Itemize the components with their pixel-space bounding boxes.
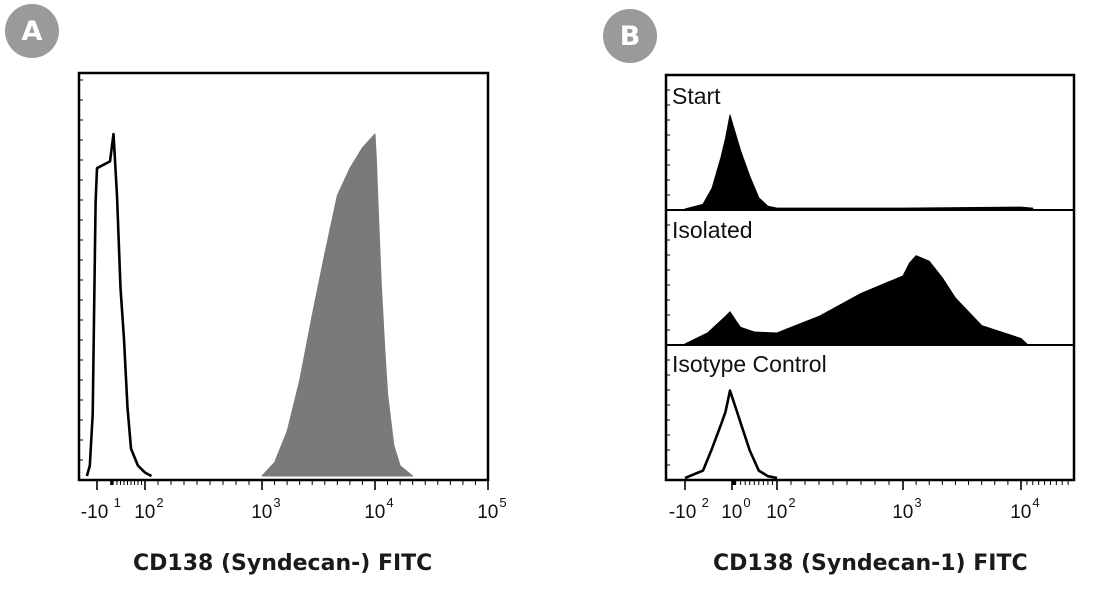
panel-b-subpanel-label: Isolated	[672, 217, 753, 243]
panel-a-tick-label: 10	[477, 502, 498, 523]
panel-b-2-series-0	[684, 389, 778, 480]
panel-b-tick-label: 10	[892, 502, 913, 523]
panel-b-x-axis: -10 2 10 0 10 2 10 3 10 4	[666, 89, 1069, 523]
panel-a-tick-label: 10	[134, 502, 155, 523]
panel-a-badge: A	[5, 4, 59, 58]
panel-a-tick-label: -10	[81, 502, 108, 523]
panel-a-x-axis-label: CD138 (Syndecan-) FITC	[133, 551, 433, 576]
panel-a-series-0	[85, 132, 153, 478]
panel-a-series-1	[261, 133, 414, 477]
panel-b-series	[684, 114, 1034, 480]
panel-b-0-series-0	[684, 114, 1034, 210]
panel-a-tick-exponent: 3	[273, 495, 280, 510]
panel-b-tick-label: -10	[669, 502, 696, 523]
panel-b-subpanel-label: Start	[672, 83, 721, 109]
panel-b-tick-exponent: 2	[702, 495, 709, 510]
panel-b-tick-label: 10	[721, 502, 742, 523]
panel-a-tick-exponent: 1	[114, 495, 121, 510]
panel-b-1-series-0	[684, 255, 1028, 345]
panel-a-frame	[77, 71, 490, 482]
panel-a-tick-label: 10	[251, 502, 272, 523]
panel-b-tick-label: 10	[766, 502, 787, 523]
panel-b-badge: B	[603, 9, 657, 63]
panel-b-tick-exponent: 4	[1032, 495, 1039, 510]
panel-a-series	[85, 132, 414, 478]
panel-a-tick-exponent: 4	[386, 495, 393, 510]
panel-a-x-axis: -10 1 10 2 10 3 10 4 10 5	[79, 79, 507, 523]
panel-b-tick-exponent: 2	[788, 495, 795, 510]
panel-b-subpanel-labels: Start Isolated Isotype Control	[672, 83, 827, 377]
panel-b-tick-exponent: 3	[914, 495, 921, 510]
panel-b-frame	[664, 73, 1076, 482]
panel-a-tick-exponent: 2	[156, 495, 163, 510]
panel-a-tick-exponent: 5	[499, 495, 506, 510]
panel-b-subpanel-label: Isotype Control	[672, 351, 827, 377]
panel-b-x-axis-label: CD138 (Syndecan-1) FITC	[713, 551, 1028, 576]
panel-b-tick-label: 10	[1010, 502, 1031, 523]
panel-a-tick-label: 10	[364, 502, 385, 523]
panel-b-tick-exponent: 0	[743, 495, 750, 510]
